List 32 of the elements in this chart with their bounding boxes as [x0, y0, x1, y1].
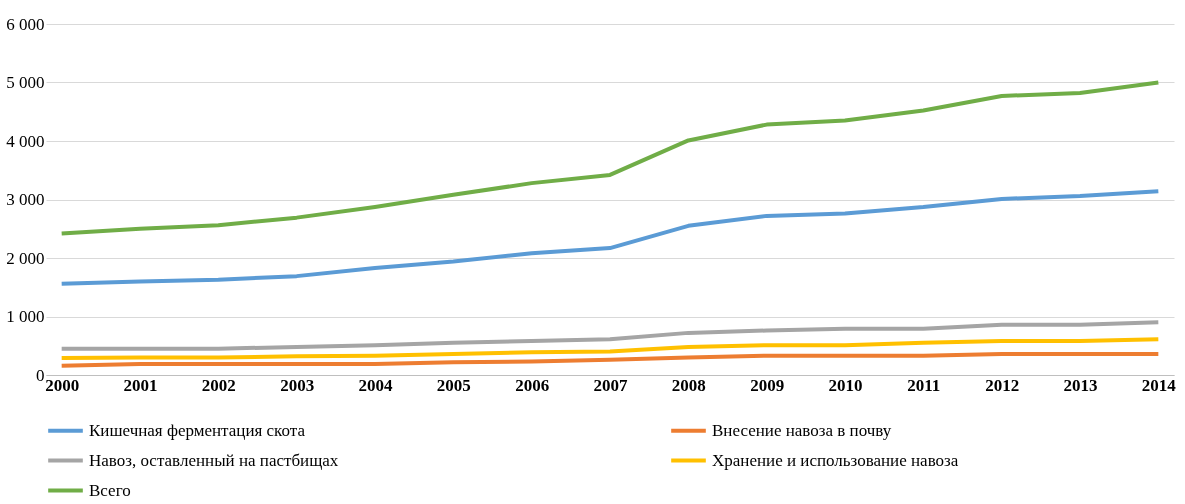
- line-series: [59, 320, 1161, 351]
- y-tick-label: 1 000: [6, 307, 45, 326]
- x-tick-label: 2008: [671, 375, 706, 395]
- x-tick-label: 2009: [750, 375, 785, 395]
- line-series: [59, 351, 1161, 368]
- x-tick-label: 2006: [515, 375, 550, 395]
- line-series: [59, 337, 1161, 361]
- y-tick-label: 6 000: [6, 14, 45, 34]
- x-tick-label: 2003: [280, 375, 315, 395]
- x-tick-label: 2012: [985, 375, 1020, 395]
- x-tick-label: 2000: [45, 375, 80, 395]
- x-tick-label: 2001: [123, 375, 158, 395]
- x-tick-label: 2005: [436, 375, 471, 395]
- y-tick-label: 4 000: [6, 131, 45, 151]
- x-tick-label: 2007: [593, 375, 628, 395]
- x-tick-label: 2004: [358, 375, 393, 395]
- line-series: [59, 189, 1161, 286]
- x-tick-label: 2014: [1141, 375, 1177, 395]
- line-series: [59, 80, 1161, 236]
- legend-label: Всего: [89, 480, 131, 500]
- legend-label: Внесение навоза в почву: [712, 420, 892, 440]
- legend-label: Хранение и использование навоза: [712, 450, 959, 470]
- legend-label: Кишечная ферментация скота: [89, 420, 306, 440]
- legend-label: Навоз, оставленный на пастбищах: [89, 450, 339, 470]
- x-tick-label: 2011: [907, 375, 941, 395]
- y-tick-label: 2 000: [6, 248, 45, 268]
- x-tick-label: 2002: [201, 375, 236, 395]
- x-tick-label: 2010: [828, 375, 863, 395]
- x-tick-label: 2013: [1063, 375, 1098, 395]
- y-tick-label: 3 000: [6, 190, 45, 209]
- y-tick-label: 5 000: [6, 73, 45, 92]
- y-tick-label: 0: [36, 365, 45, 385]
